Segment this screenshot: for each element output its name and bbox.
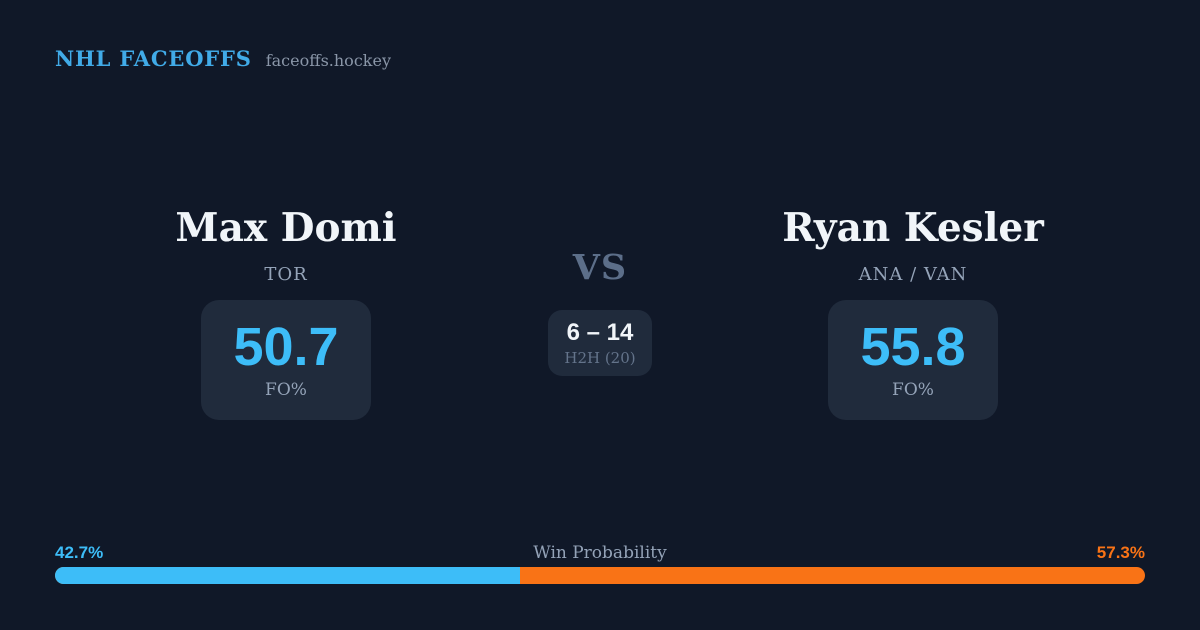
head-to-head-label: H2H (20) — [564, 349, 636, 367]
win-probability-title: Win Probability — [533, 543, 667, 563]
player-right-name: Ryan Kesler — [782, 205, 1044, 251]
player-left-stat-card: 50.7 FO% — [201, 300, 371, 420]
player-left-faceoff-pct-label: FO% — [265, 380, 307, 400]
brand-title: NHL FACEOFFS — [55, 46, 252, 71]
vs-label: VS — [572, 247, 628, 288]
matchup-center-column: VS 6 – 14 H2H (20) — [480, 248, 720, 376]
player-right-stat-card: 55.8 FO% — [828, 300, 998, 420]
player-left-team: TOR — [264, 264, 308, 285]
player-left-faceoff-pct-value: 50.7 — [233, 317, 339, 377]
header: NHL FACEOFFS faceoffs.hockey — [55, 46, 391, 71]
win-probability-bar — [55, 567, 1145, 584]
win-probability-bar-left-fill — [55, 567, 521, 584]
win-probability-labels: 42.7% Win Probability 57.3% — [55, 542, 1145, 564]
player-right-faceoff-pct-label: FO% — [892, 380, 934, 400]
win-probability-right-pct: 57.3% — [1096, 543, 1145, 562]
head-to-head-card: 6 – 14 H2H (20) — [548, 310, 652, 376]
player-right-team: ANA / VAN — [858, 264, 968, 285]
player-left-name: Max Domi — [175, 205, 397, 251]
player-right-faceoff-pct-value: 55.8 — [860, 317, 966, 377]
player-left-column: Max Domi TOR 50.7 FO% — [116, 206, 456, 420]
site-url: faceoffs.hockey — [265, 51, 391, 70]
head-to-head-score: 6 – 14 — [566, 319, 634, 346]
win-probability-left-pct: 42.7% — [55, 543, 104, 562]
player-right-column: Ryan Kesler ANA / VAN 55.8 FO% — [743, 206, 1083, 420]
